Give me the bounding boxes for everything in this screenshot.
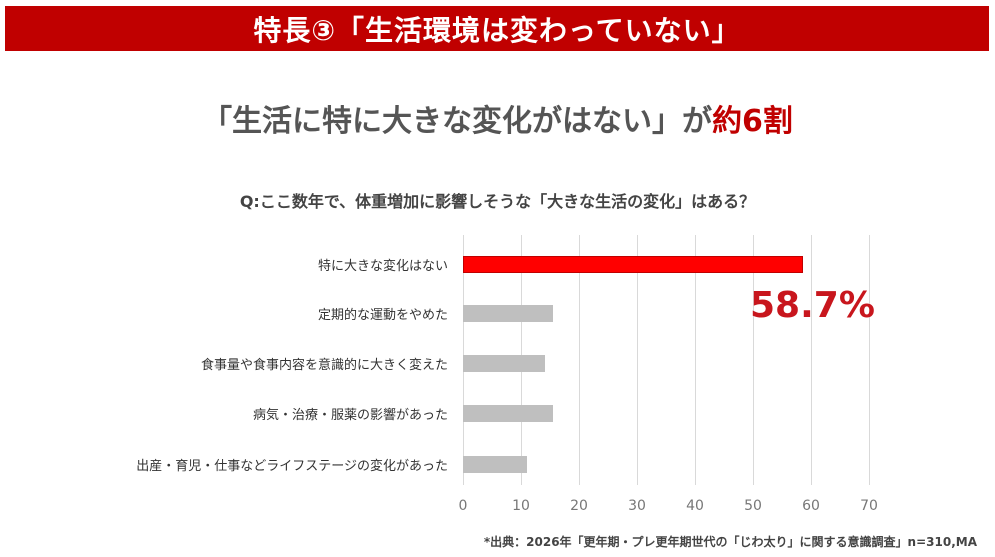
callout-value: 58.7% bbox=[750, 285, 875, 326]
gridline bbox=[753, 235, 754, 485]
gridline bbox=[695, 235, 696, 485]
x-tick-label: 70 bbox=[860, 498, 878, 514]
gridline bbox=[579, 235, 580, 485]
headline: 「生活に特に大きな変化がはない」が約6割 bbox=[0, 96, 995, 140]
bar bbox=[463, 355, 545, 372]
bar bbox=[463, 405, 553, 422]
headline-main: 「生活に特に大きな変化がはない」が bbox=[202, 104, 713, 139]
x-tick-label: 40 bbox=[686, 498, 704, 514]
gridline bbox=[811, 235, 812, 485]
chart-question: Q:ここ数年で、体重増加に影響しそうな「大きな生活の変化」はある？ bbox=[239, 192, 756, 211]
gridline bbox=[637, 235, 638, 485]
x-tick-label: 0 bbox=[458, 498, 468, 514]
category-label: 定期的な運動をやめた bbox=[317, 308, 448, 323]
x-tick-label: 60 bbox=[802, 498, 820, 514]
gridline bbox=[869, 235, 870, 485]
bar bbox=[463, 456, 527, 473]
x-tick-label: 50 bbox=[744, 498, 762, 514]
source-footnote: *出典：2026年「更年期・プレ更年期世代の「じわ太り」に関する意識調査」n=3… bbox=[483, 535, 977, 549]
category-label: 出産・育児・仕事などライフステージの変化があった bbox=[136, 459, 448, 474]
x-tick-label: 20 bbox=[570, 498, 588, 514]
category-label: 食事量や食事内容を意識的に大きく変えた bbox=[200, 358, 448, 373]
headline-highlight: 約6割 bbox=[712, 104, 793, 139]
banner-title: 特長③「生活環境は変わっていない」 bbox=[5, 6, 989, 51]
bar bbox=[463, 256, 804, 273]
bar-plot-area bbox=[463, 235, 870, 485]
x-tick-label: 30 bbox=[628, 498, 646, 514]
bar bbox=[463, 305, 553, 322]
x-tick-label: 10 bbox=[512, 498, 530, 514]
category-label: 特に大きな変化はない bbox=[317, 259, 448, 274]
category-label: 病気・治療・服薬の影響があった bbox=[252, 408, 448, 423]
